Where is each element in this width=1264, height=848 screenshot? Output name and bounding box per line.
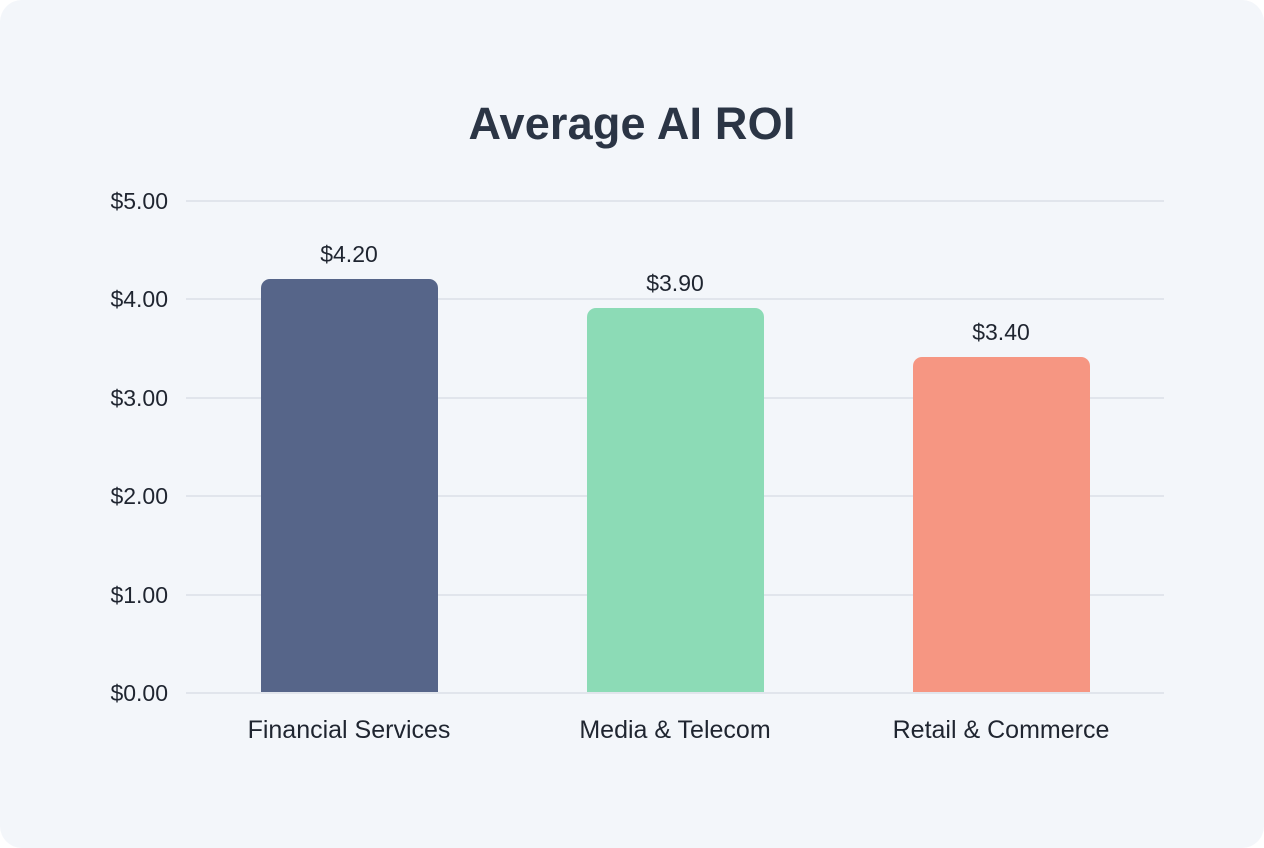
gridline-5 [186,200,1164,202]
y-tick-label: $0.00 [110,680,168,706]
y-tick-label: $5.00 [110,188,168,214]
x-tick-label: Financial Services [247,716,451,744]
bar-value-label: $4.20 [320,240,378,267]
y-tick-label: $3.00 [110,385,168,411]
y-tick-label: $2.00 [110,483,168,509]
y-tick-label: $1.00 [110,582,168,608]
gridline-0 [186,692,1164,694]
bar-value-label: $3.90 [646,270,704,297]
x-tick-label: Retail & Commerce [892,716,1110,744]
bar-financial-services [260,278,438,692]
bar-media-telecom [586,308,764,692]
chart-title: Average AI ROI [468,98,796,149]
bar-retail-commerce [912,357,1090,692]
y-tick-label: $4.00 [110,286,168,312]
x-tick-label: Media & Telecom [579,716,771,744]
gridline-4 [186,298,1164,300]
bar-value-label: $3.40 [972,319,1030,346]
